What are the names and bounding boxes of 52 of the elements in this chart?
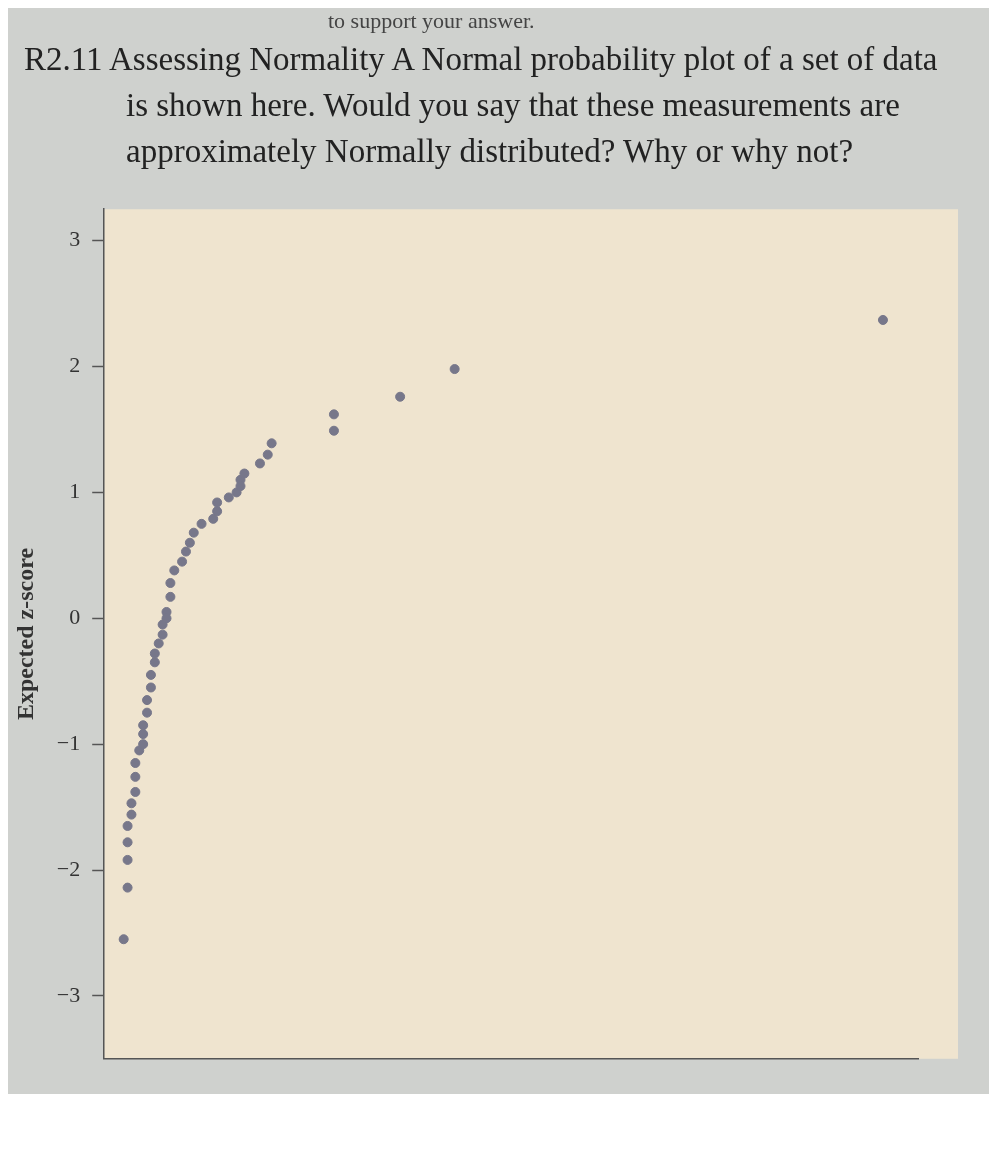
point: [184, 537, 195, 548]
y-tick-label: 2: [69, 352, 81, 378]
point: [153, 638, 164, 649]
y-tick-label: 0: [69, 604, 81, 630]
point: [145, 669, 156, 680]
text: to support your answer.: [327, 8, 536, 34]
point: [122, 882, 133, 893]
point: [169, 565, 180, 576]
point: [142, 707, 153, 718]
point: [212, 506, 223, 517]
point: [142, 695, 153, 706]
point: [877, 314, 888, 325]
point: [328, 409, 339, 420]
point: [180, 546, 191, 557]
y-tick-label: 1: [69, 478, 81, 504]
point: [177, 556, 188, 567]
point: [449, 364, 460, 375]
point: [122, 854, 133, 865]
point: [149, 648, 160, 659]
point: [138, 729, 149, 740]
point: [223, 492, 234, 503]
y-axis-title: Expected z-score: [11, 547, 38, 721]
point: [157, 629, 168, 640]
point: [266, 438, 277, 449]
point: [328, 425, 339, 436]
y-tick-label: −3: [56, 981, 81, 1007]
point: [196, 518, 207, 529]
point: [130, 758, 141, 769]
point: [395, 391, 406, 402]
y-tick-label: 3: [69, 226, 81, 252]
point: [188, 527, 199, 538]
point: [239, 468, 250, 479]
point: [165, 591, 176, 602]
point: [165, 578, 176, 589]
point: [122, 820, 133, 831]
y-tick-label: −2: [56, 855, 81, 881]
point: [122, 837, 133, 848]
point: [130, 786, 141, 797]
point: [130, 771, 141, 782]
point: [145, 682, 156, 693]
y-tick-label: −1: [56, 729, 81, 755]
point: [208, 513, 219, 524]
point: [212, 497, 223, 508]
point: [126, 798, 137, 809]
point: [138, 720, 149, 731]
point: [138, 739, 149, 750]
point: [149, 657, 160, 668]
point: [126, 809, 137, 820]
point: [118, 934, 129, 945]
point: [254, 458, 265, 469]
point: [262, 449, 273, 460]
chart-title: R2.11 Assessing Normality A Normal probability plot of a set of data is shown here. Would you say that these measurements are approximately Normally distributed? Why or why not?: [23, 40, 939, 171]
